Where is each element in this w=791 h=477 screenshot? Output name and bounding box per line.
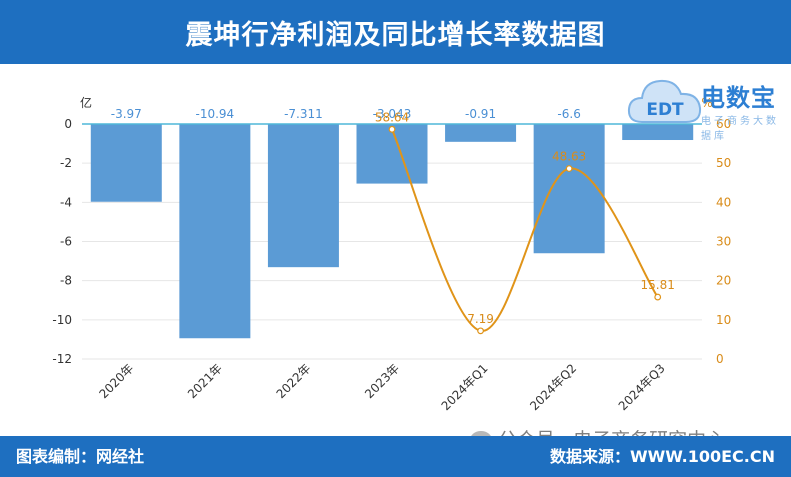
chart-area: 0 -2 -4 -6 -8 -10 -12 60 50 40 30 20 10 0 亿% 2020年 2021年… — [0, 64, 791, 436]
line-value-label: 7.19 — [467, 312, 494, 326]
right-axis-tick: 20 — [716, 274, 731, 288]
line-point — [565, 165, 573, 172]
right-axis-tick: 60 — [716, 117, 731, 131]
bar — [179, 124, 251, 339]
bar-value-label: -6.6 — [557, 107, 580, 121]
chart-title: 震坤行净利润及同比增长率数据图 — [185, 19, 606, 51]
line-value-label: 15.81 — [641, 278, 675, 292]
right-axis-tick: 10 — [716, 313, 731, 327]
line-value-label: 48.63 — [552, 150, 586, 164]
footer-credit: 图表编制：网经社 — [16, 447, 145, 466]
left-axis-tick: -8 — [60, 274, 72, 288]
bar-value-label: -0.91 — [465, 107, 496, 121]
x-axis-tick: 2024年Q3 — [616, 361, 668, 413]
x-axis-tick: 2024年Q1 — [439, 361, 491, 413]
left-axis-tick: -10 — [52, 313, 72, 327]
bar — [445, 124, 517, 142]
growth-rate-line — [391, 128, 659, 332]
bar-series — [90, 124, 694, 339]
x-axis-tick: 2022年 — [274, 361, 314, 401]
left-axis-tick: 0 — [64, 117, 72, 131]
right-axis-tick: 50 — [716, 156, 731, 170]
x-axis-tick: 2024年Q2 — [527, 361, 579, 413]
left-axis-tick: -12 — [52, 352, 72, 366]
bar-value-label: -3.97 — [111, 107, 142, 121]
footer-source: 数据来源：WWW.100EC.CN — [549, 447, 775, 466]
line-point — [654, 293, 662, 301]
left-axis-tick: -4 — [60, 195, 72, 209]
x-axis-tick: 2023年 — [362, 361, 402, 401]
line-point — [388, 125, 396, 133]
bar — [90, 124, 162, 202]
logo-mark: EDT — [646, 100, 684, 120]
left-axis-unit: 亿 — [80, 95, 92, 110]
right-axis-unit: % — [701, 96, 712, 110]
right-axis-tick: 40 — [716, 195, 731, 209]
x-axis-tick: 2021年 — [185, 361, 225, 401]
grid — [82, 162, 702, 360]
bar-value-label: -10.94 — [196, 107, 235, 121]
bar — [622, 124, 694, 141]
cloud-logo-icon: EDT — [627, 79, 702, 123]
dianshubao-logo: EDT 电数宝 电子商务大数据库 — [626, 70, 786, 142]
footer-banner: 图表编制：网经社 数据来源：WWW.100EC.CN — [0, 436, 791, 477]
bar — [267, 124, 339, 268]
bar-value-label: -7.311 — [284, 107, 323, 121]
right-axis-tick: 30 — [716, 235, 731, 249]
x-axis-tick: 2020年 — [96, 361, 136, 401]
bar — [356, 124, 428, 184]
logo-brand: 电数宝 — [701, 84, 776, 112]
bar-value-label: -3.043 — [373, 107, 412, 121]
line-series — [388, 125, 662, 335]
logo-tagline: 电子商务大数据库 — [701, 116, 779, 142]
line-point — [477, 327, 484, 335]
line-value-label: 58.64 — [375, 110, 409, 124]
title-banner: 震坤行净利润及同比增长率数据图 — [0, 0, 791, 64]
left-axis-tick: -2 — [60, 156, 72, 170]
bar — [533, 124, 605, 254]
right-axis-tick: 0 — [716, 352, 724, 366]
left-axis-tick: -6 — [60, 235, 72, 249]
